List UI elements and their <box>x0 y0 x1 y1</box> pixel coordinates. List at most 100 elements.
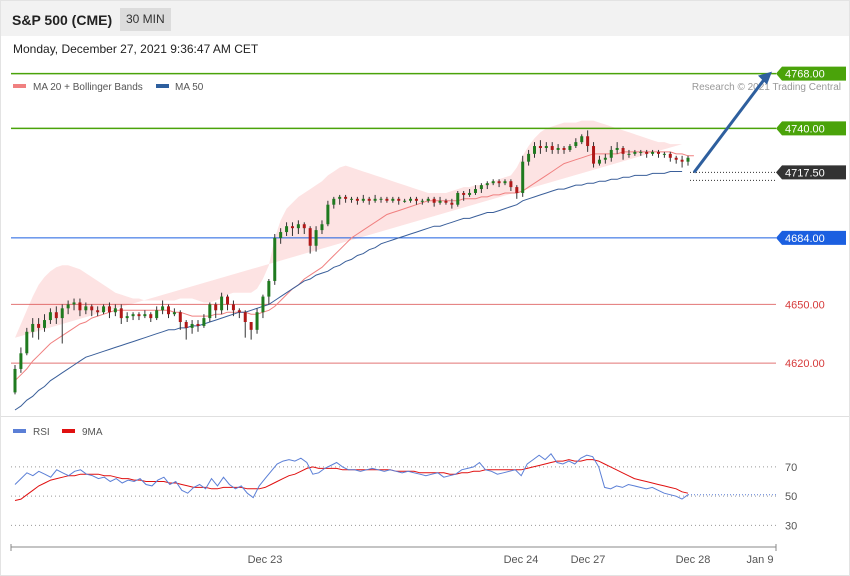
candle <box>426 196 430 203</box>
candle <box>84 302 88 315</box>
candle <box>615 142 619 154</box>
candle <box>178 310 182 330</box>
credit-text: Research © 2021 Trading Central <box>692 82 841 93</box>
legend-swatch-9ma <box>62 429 75 433</box>
candle-body <box>149 314 153 319</box>
candle <box>25 327 29 356</box>
candle-body <box>196 323 200 326</box>
candle-body <box>184 322 188 328</box>
pane-divider <box>1 416 849 417</box>
candle-body <box>143 314 147 317</box>
candle <box>279 228 283 244</box>
candle <box>273 234 277 285</box>
legend-swatch-ma50 <box>156 84 169 88</box>
candle <box>438 196 442 205</box>
candle <box>462 191 466 201</box>
x-tick-label: Dec 27 <box>571 554 606 566</box>
candle <box>639 149 643 156</box>
candle-body <box>290 226 294 229</box>
candle <box>491 179 495 186</box>
timeframe-badge[interactable]: 30 MIN <box>120 8 171 31</box>
level-tag-last-price <box>776 165 846 180</box>
candle <box>102 304 106 315</box>
candle <box>403 198 407 203</box>
candle-body <box>615 147 619 150</box>
candle <box>444 198 448 205</box>
level-label-pivot: 4684.00 <box>785 233 825 245</box>
candle <box>60 304 64 344</box>
candle-body <box>102 306 106 313</box>
rsi-9ma-line <box>14 459 689 501</box>
candle <box>645 149 649 158</box>
rsi-tick-label: 70 <box>785 462 797 474</box>
candle-body <box>13 368 17 393</box>
legend-label-9ma: 9MA <box>82 427 103 438</box>
candle-body <box>456 192 460 205</box>
candle-body <box>426 198 430 201</box>
candle-body <box>320 224 324 231</box>
candle <box>503 179 507 186</box>
candle-body <box>231 304 235 311</box>
candle <box>580 134 584 145</box>
candle-body <box>680 159 684 162</box>
candle-body <box>279 232 283 238</box>
candle <box>48 308 52 324</box>
rsi-grid: 70 50 30 <box>11 462 797 532</box>
candle <box>202 314 206 328</box>
x-tick-label: Dec 28 <box>676 554 711 566</box>
level-label-support: 4650.00 <box>785 299 825 311</box>
candle-body <box>308 228 312 246</box>
bollinger-band-area <box>15 120 683 338</box>
candle <box>37 318 41 340</box>
candle-body <box>326 204 330 225</box>
candle-body <box>178 312 182 323</box>
candle <box>314 226 318 252</box>
candle-body <box>367 198 371 201</box>
candle-body <box>385 198 389 201</box>
level-tag-resistance <box>776 121 846 136</box>
legend-label-rsi: RSI <box>33 427 50 438</box>
candle-body <box>237 310 241 313</box>
candle-body <box>645 151 649 154</box>
candle-body <box>550 146 554 150</box>
candle <box>379 196 383 203</box>
candle-body <box>243 312 247 323</box>
candle <box>31 318 35 338</box>
candle <box>90 304 94 317</box>
candle-body <box>509 181 513 188</box>
rsi-tick-label: 30 <box>785 520 797 532</box>
candle-body <box>515 187 519 193</box>
candle <box>96 306 100 317</box>
candle-body <box>137 314 141 317</box>
candle <box>78 298 82 317</box>
candle-body <box>503 181 507 184</box>
candle-body <box>261 296 265 313</box>
candle <box>125 312 129 323</box>
level-tag-resistance <box>776 66 846 81</box>
moving-averages <box>14 151 694 411</box>
candle-body <box>78 302 82 311</box>
candle <box>54 306 58 324</box>
candle <box>344 194 348 203</box>
candle <box>208 302 212 323</box>
candle <box>196 320 200 332</box>
ma50-line <box>14 171 683 411</box>
candle <box>668 151 672 162</box>
candle-body <box>527 153 531 162</box>
instrument-title: S&P 500 (CME) <box>12 12 113 28</box>
candle-body <box>107 306 111 313</box>
candle <box>686 155 690 166</box>
candle <box>621 146 625 160</box>
candle <box>568 144 572 152</box>
candle <box>361 194 365 203</box>
candle <box>66 300 70 315</box>
candle-body <box>639 151 643 153</box>
level-label-resistance: 4740.00 <box>785 123 825 135</box>
candle-body <box>66 304 70 309</box>
candle <box>19 347 23 373</box>
legend-label-ma50: MA 50 <box>175 82 204 93</box>
candle <box>350 196 353 203</box>
candle-body <box>166 306 170 315</box>
candle <box>574 138 578 148</box>
candle-body <box>19 353 23 369</box>
